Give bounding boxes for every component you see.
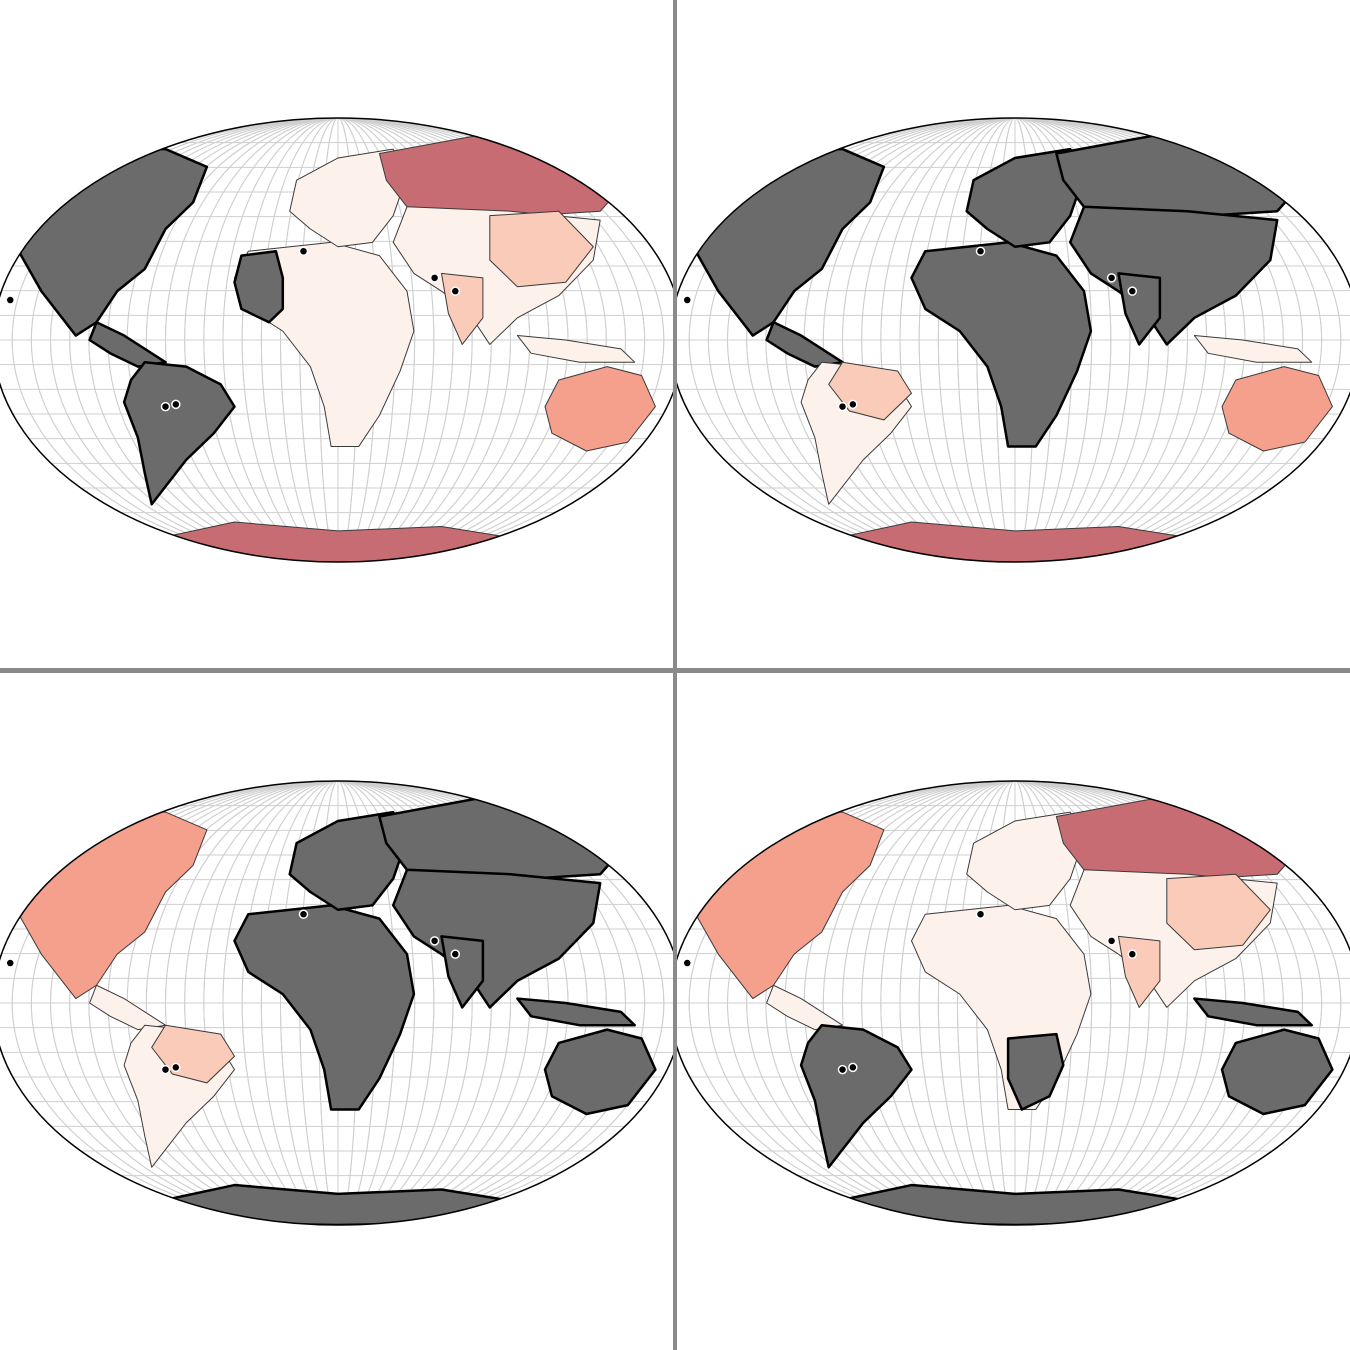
site-markers <box>682 246 1138 412</box>
map-panel-top-right <box>677 0 1350 668</box>
site-marker <box>1106 273 1117 283</box>
site-marker <box>298 909 309 919</box>
site-markers <box>682 909 1138 1075</box>
site-marker <box>975 246 986 256</box>
region-au <box>1221 366 1333 452</box>
region-af <box>910 241 1093 448</box>
region-au <box>544 366 656 452</box>
region-cn <box>1166 873 1271 951</box>
site-marker <box>975 909 986 919</box>
map-outline <box>0 780 673 1226</box>
world-map-bottom-right <box>677 780 1350 1226</box>
site-marker <box>429 936 440 946</box>
region-sa <box>799 1023 913 1169</box>
site-marker <box>171 1062 181 1073</box>
region-eu <box>289 148 408 248</box>
region-au <box>1220 1028 1334 1116</box>
site-marker <box>429 273 440 283</box>
region-eu <box>965 147 1086 249</box>
region-id <box>1193 335 1313 363</box>
map-panel-bottom-left <box>0 673 673 1350</box>
region-id <box>516 997 636 1027</box>
region-as <box>1068 205 1279 346</box>
map-panel-top-left <box>0 0 673 668</box>
region-eu <box>288 810 409 912</box>
site-marker <box>450 949 461 959</box>
region-au <box>543 1028 657 1116</box>
world-map-bottom-left <box>0 780 673 1226</box>
world-map-top-right <box>677 117 1350 563</box>
site-marker <box>298 246 309 256</box>
site-marker <box>1127 286 1138 296</box>
site-marker <box>837 401 848 412</box>
map-outline <box>677 780 1350 1226</box>
site-marker <box>1127 949 1138 959</box>
site-marker <box>5 295 15 305</box>
site-marker <box>682 295 692 305</box>
site-marker <box>160 1064 171 1075</box>
site-marker <box>837 1064 848 1075</box>
site-marker <box>5 958 15 968</box>
map-outline <box>0 117 673 563</box>
region-af <box>233 904 416 1111</box>
region-as <box>391 868 602 1009</box>
site-marker <box>682 958 692 968</box>
map-outline <box>677 117 1350 563</box>
site-marker <box>160 401 171 412</box>
site-marker <box>848 399 858 410</box>
region-id <box>1193 997 1313 1027</box>
site-marker <box>171 399 181 410</box>
region-id <box>516 335 636 363</box>
site-markers <box>5 909 461 1075</box>
site-markers <box>5 246 461 412</box>
region-saf <box>1006 1032 1065 1111</box>
site-marker <box>450 286 461 296</box>
region-eu <box>966 811 1085 911</box>
region-sa <box>122 360 236 506</box>
site-marker <box>848 1062 858 1073</box>
map-panel-bottom-right <box>677 673 1350 1350</box>
site-marker <box>1106 936 1117 946</box>
land <box>677 798 1334 1225</box>
world-map-top-left <box>0 117 673 563</box>
region-cn <box>489 210 594 288</box>
region-waf <box>233 249 285 324</box>
